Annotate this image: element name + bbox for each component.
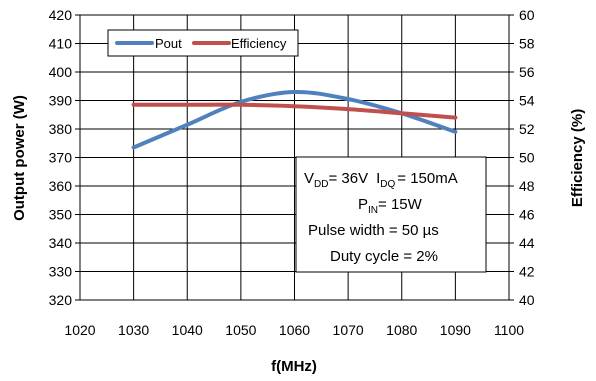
- y-left-tick-label: 370: [49, 150, 73, 166]
- y-right-tick-label: 48: [519, 178, 535, 194]
- annotation-line-bias: VDD= 36V IDQ = 150mA: [304, 170, 458, 190]
- legend: Pout Efficiency: [107, 29, 299, 57]
- y-left-tick-label: 330: [49, 264, 73, 280]
- annotation-line-pin: PIN= 15W: [358, 196, 423, 216]
- annotation-line-pulse-width: Pulse width = 50 µs: [308, 222, 439, 239]
- y-right-tick-label: 56: [519, 64, 535, 80]
- y-left-tick-label: 340: [49, 235, 73, 251]
- annotation-box: [295, 156, 487, 273]
- x-tick-label: 1090: [440, 322, 471, 338]
- x-tick-label: 1060: [279, 322, 310, 338]
- conditions-annotation: VDD= 36V IDQ = 150mA PIN= 15W Pulse width …: [295, 156, 487, 273]
- axis-ticks: 1020 1030 1040 1050 1060 1070 1080 1090 1100 320 3…: [49, 7, 535, 338]
- legend-label-pout: Pout: [155, 36, 182, 51]
- y-right-tick-label: 46: [519, 207, 535, 223]
- x-tick-label: 1070: [333, 322, 364, 338]
- y-right-tick-label: 44: [519, 235, 535, 251]
- x-tick-label: 1080: [386, 322, 417, 338]
- y-right-tick-label: 50: [519, 150, 535, 166]
- y-left-tick-label: 420: [49, 7, 73, 23]
- y-right-tick-label: 52: [519, 121, 535, 137]
- x-tick-label: 1100: [494, 322, 524, 338]
- series-line-efficiency: [131, 102, 458, 120]
- y-left-tick-label: 360: [49, 178, 73, 194]
- y-right-tick-label: 58: [519, 36, 535, 52]
- x-tick-label: 1030: [118, 322, 149, 338]
- y-right-tick-label: 54: [519, 93, 535, 109]
- y-right-tick-label: 40: [519, 292, 535, 308]
- annotation-line-duty-cycle: Duty cycle = 2%: [330, 248, 438, 265]
- x-tick-label: 1040: [172, 322, 203, 338]
- y-axis-right-title: Efficiency (%): [569, 109, 586, 207]
- y-right-tick-label: 60: [519, 7, 535, 23]
- y-left-tick-label: 380: [49, 121, 73, 137]
- y-left-tick-label: 390: [49, 93, 73, 109]
- x-tick-label: 1050: [225, 322, 256, 338]
- x-axis-title: f(MHz): [271, 358, 317, 375]
- y-right-tick-label: 42: [519, 264, 535, 280]
- x-tick-label: 1020: [64, 322, 95, 338]
- legend-label-efficiency: Efficiency: [231, 36, 287, 51]
- y-axis-left-title: Output power (W): [11, 95, 28, 221]
- y-left-tick-label: 410: [49, 36, 73, 52]
- series-lines: [131, 89, 458, 150]
- y-left-tick-label: 350: [49, 207, 73, 223]
- y-left-tick-label: 400: [49, 64, 73, 80]
- y-left-tick-label: 320: [49, 292, 73, 308]
